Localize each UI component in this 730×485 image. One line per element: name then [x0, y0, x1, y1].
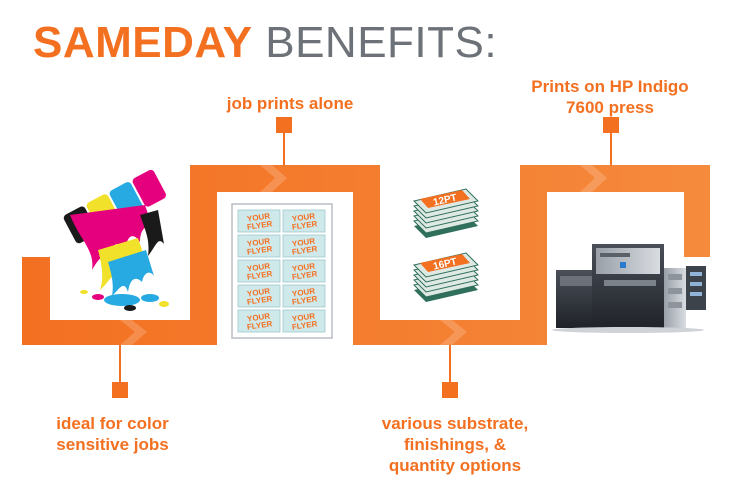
benefit-line: ideal for color [56, 414, 169, 433]
flyer-card-text: FLYER [291, 244, 318, 256]
flyer-card-text: YOUR [291, 261, 315, 273]
benefit-label-hp-indigo: Prints on HP Indigo 7600 press [505, 76, 715, 118]
flyer-card-text: FLYER [291, 219, 318, 231]
flyer-card-text: FLYER [246, 219, 273, 231]
page-title: SAMEDAY BENEFITS: [33, 18, 497, 68]
flyer-card-text: FLYER [291, 319, 318, 331]
paint-rollers-icon [63, 169, 169, 311]
benefit-line: quantity options [388, 456, 522, 475]
benefit-label-color-sensitive: ideal for color sensitive jobs [25, 413, 200, 455]
timeline-band [22, 165, 710, 345]
flyer-card-bg [237, 259, 281, 283]
flyer-card-text: FLYER [246, 244, 273, 256]
printing-press-image [552, 244, 706, 333]
paper-stack-12pt: 12PT [413, 188, 479, 238]
connector-square-various [442, 382, 458, 398]
flyer-card-text: FLYER [291, 269, 318, 281]
connectors [112, 117, 619, 398]
flyer-card-bg [282, 209, 326, 233]
benefit-label-job-prints-alone: job prints alone [195, 93, 385, 114]
benefit-line: finishings, & [404, 435, 506, 454]
flyer-card-bg [282, 234, 326, 258]
flyer-card-text: YOUR [246, 261, 270, 273]
connector-square-press [603, 117, 619, 133]
flyer-card-text: FLYER [246, 319, 273, 331]
flyer-card-bg [237, 284, 281, 308]
benefit-label-substrate-options: various substrate, finishings, & quantit… [355, 413, 555, 476]
flyer-card-text: FLYER [246, 269, 273, 281]
flyer-card-text: FLYER [246, 294, 273, 306]
flyer-card-text: YOUR [246, 211, 270, 223]
flyer-card-bg [237, 309, 281, 333]
flyer-sheet: YOURFLYERYOURFLYERYOURFLYERYOURFLYERYOUR… [231, 203, 333, 339]
flyer-card-text: YOUR [291, 236, 315, 248]
flyer-card-bg [282, 309, 326, 333]
flyer-card-text: YOUR [291, 286, 315, 298]
stack-label-16pt: 16PT [432, 256, 458, 272]
flyer-card-text: YOUR [246, 286, 270, 298]
paper-stacks: 12PT 16PT [413, 188, 479, 302]
flyer-card-text: YOUR [291, 311, 315, 323]
flyer-card-text: YOUR [246, 236, 270, 248]
benefit-line: job prints alone [226, 94, 354, 113]
paper-stack-16pt: 16PT [413, 252, 479, 302]
benefit-line: sensitive jobs [56, 435, 169, 454]
band-chevrons [120, 165, 607, 345]
flyer-card-bg [237, 234, 281, 258]
title-rest: BENEFITS: [265, 18, 498, 67]
title-highlight: SAMEDAY [33, 18, 253, 67]
flyer-card-text: YOUR [291, 211, 315, 223]
flyer-card-text: YOUR [246, 311, 270, 323]
connector-square-job [276, 117, 292, 133]
flyer-card-bg [282, 259, 326, 283]
flyer-card-bg [282, 284, 326, 308]
stack-label-12pt: 12PT [432, 192, 458, 208]
benefit-line: Prints on HP Indigo [531, 77, 689, 96]
benefit-line: 7600 press [566, 98, 654, 117]
benefit-line: various substrate, [381, 414, 529, 433]
flyer-card-bg [237, 209, 281, 233]
flyer-card-text: FLYER [291, 294, 318, 306]
connector-square-ideal [112, 382, 128, 398]
